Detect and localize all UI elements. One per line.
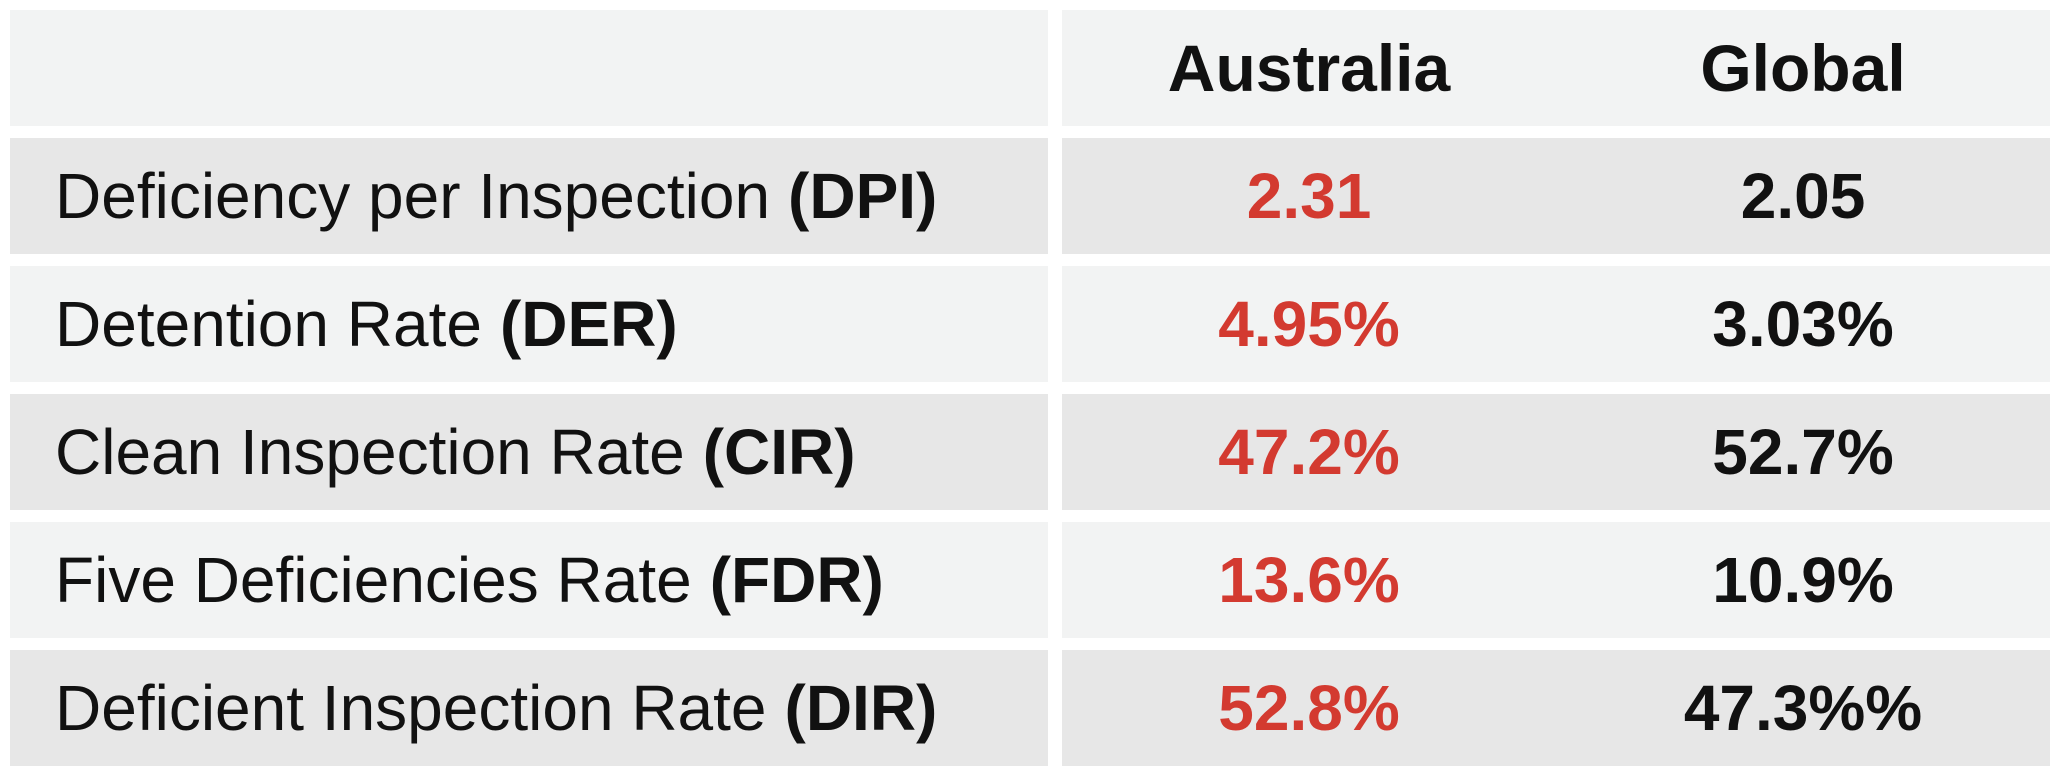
australia-value-fdr: 13.6% [1062,522,1556,638]
metric-abbr: (CIR) [702,416,856,488]
column-gutter [1048,266,1062,382]
australia-value-dpi: 2.31 [1062,138,1556,254]
table-row-label-dpi: Deficiency per Inspection (DPI) [10,138,1048,254]
table-row-label-fdr: Five Deficiencies Rate (FDR) [10,522,1048,638]
table-row-label-der: Detention Rate (DER) [10,266,1048,382]
column-gutter [1048,522,1062,638]
metric-name: Deficient Inspection Rate [55,672,767,744]
global-value-dir: 47.3%% [1556,650,2050,766]
australia-value-der: 4.95% [1062,266,1556,382]
global-value-fdr: 10.9% [1556,522,2050,638]
metric-name: Five Deficiencies Rate [55,544,692,616]
table-row-label-cir: Clean Inspection Rate (CIR) [10,394,1048,510]
header-cell-empty [10,10,1048,126]
header-cell-global: Global [1556,10,2050,126]
global-value-der: 3.03% [1556,266,2050,382]
header-cell-australia: Australia [1062,10,1556,126]
global-value-cir: 52.7% [1556,394,2050,510]
metric-abbr: (FDR) [709,544,884,616]
global-value-dpi: 2.05 [1556,138,2050,254]
australia-value-cir: 47.2% [1062,394,1556,510]
metric-name: Clean Inspection Rate [55,416,685,488]
table-row-label-dir: Deficient Inspection Rate (DIR) [10,650,1048,766]
australia-value-dir: 52.8% [1062,650,1556,766]
metric-name: Deficiency per Inspection [55,160,771,232]
psc-metrics-table: Australia Global Deficiency per Inspecti… [10,10,2050,766]
column-gutter [1048,394,1062,510]
metric-abbr: (DPI) [788,160,938,232]
metric-abbr: (DIR) [784,672,938,744]
column-gutter [1048,138,1062,254]
metric-abbr: (DER) [499,288,678,360]
column-gutter [1048,650,1062,766]
column-gutter [1048,10,1062,126]
metric-name: Detention Rate [55,288,482,360]
